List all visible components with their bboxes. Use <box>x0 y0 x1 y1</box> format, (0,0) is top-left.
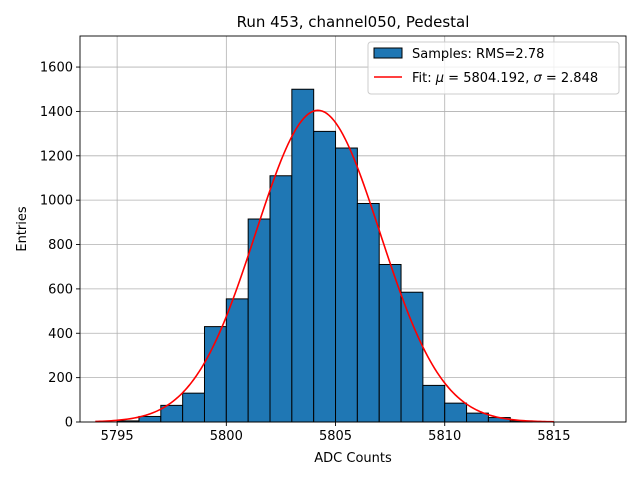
histogram-bar <box>422 384 446 423</box>
y-tick-label: 600 <box>48 282 73 297</box>
y-tick-label: 400 <box>48 327 73 342</box>
legend-sigma-symbol: σ <box>534 71 543 86</box>
histogram-bar <box>313 130 337 423</box>
x-tick-label: 5815 <box>537 429 570 444</box>
legend-sigma-value: = 2.848 <box>542 71 598 86</box>
y-tick-label: 200 <box>48 371 73 386</box>
plot-frame <box>79 35 627 423</box>
chart-title: Run 453, channel050, Pedestal <box>237 13 470 31</box>
histogram-bar <box>225 298 249 423</box>
y-tick-label: 800 <box>48 238 73 253</box>
legend-samples-label: Samples: RMS=2.78 <box>412 47 544 62</box>
x-tick-label: 5810 <box>428 429 461 444</box>
legend-bar-swatch <box>373 47 403 59</box>
x-tick-label: 5795 <box>101 429 134 444</box>
histogram-bar <box>138 415 162 423</box>
legend-box <box>367 41 620 95</box>
y-tick-label: 1000 <box>40 194 73 209</box>
gaussian-fit-curve <box>95 109 554 423</box>
histogram-bar <box>444 402 468 423</box>
histogram-bar <box>291 88 315 423</box>
legend-fit-label: Fit: μ = 5804.192, σ = 2.848 <box>412 71 598 86</box>
histogram-bar <box>356 202 380 423</box>
histogram-bar <box>378 263 402 423</box>
legend-mu-value: = 5804.192, <box>444 71 533 86</box>
x-tick-label: 5805 <box>319 429 352 444</box>
legend-fit-prefix: Fit: <box>412 71 436 86</box>
histogram-bar <box>247 218 271 423</box>
x-tick-label: 5800 <box>210 429 243 444</box>
y-axis-title: Entries <box>15 206 30 252</box>
histogram-bars <box>116 88 533 423</box>
x-axis-title: ADC Counts <box>314 451 392 466</box>
histogram-bar <box>400 291 424 423</box>
axis-ticks: 5795 5800 5805 5810 5815 0 200 400 600 800 1000 120… <box>40 61 571 444</box>
y-tick-label: 1600 <box>40 61 73 76</box>
legend-mu-symbol: μ <box>435 71 444 86</box>
y-tick-label: 1400 <box>40 105 73 120</box>
histogram-bar <box>182 392 205 423</box>
legend: Samples: RMS=2.78 Fit: μ = 5804.192, σ =… <box>367 41 620 95</box>
histogram-bar <box>269 175 293 423</box>
y-tick-label: 0 <box>65 416 73 431</box>
y-tick-label: 1200 <box>40 149 73 164</box>
histogram-bar <box>335 147 358 423</box>
